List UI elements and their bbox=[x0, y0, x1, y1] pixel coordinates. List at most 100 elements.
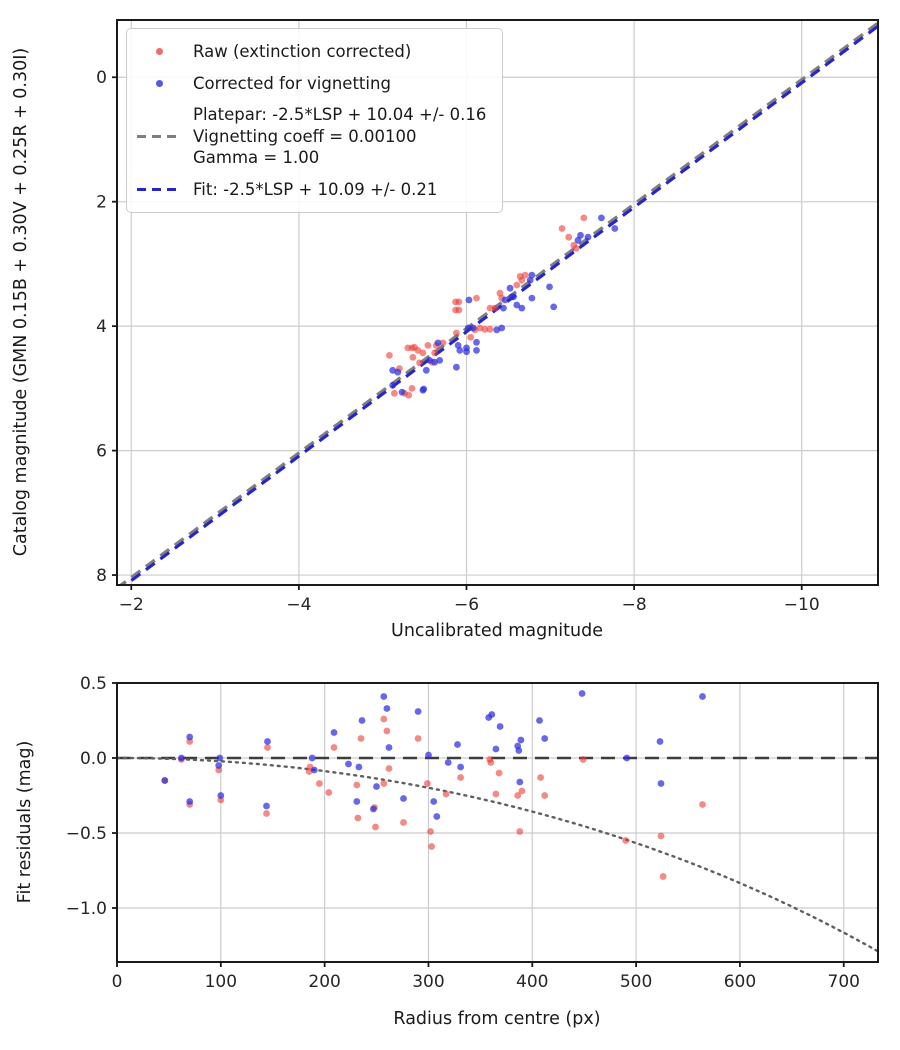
scatter-point-corrected bbox=[528, 271, 536, 279]
scatter-point-raw bbox=[455, 298, 463, 306]
residual-point-raw bbox=[657, 832, 665, 840]
scatter-point-corrected bbox=[500, 304, 507, 312]
residual-point-corrected bbox=[310, 766, 318, 774]
legend-label-platepar-2: Vignetting coeff = 0.00100 bbox=[193, 126, 417, 146]
axes-spines bbox=[116, 19, 879, 586]
residual-point-corrected bbox=[383, 705, 391, 712]
legend-label-corrected: Corrected for vignetting bbox=[193, 73, 391, 93]
scatter-point-raw bbox=[391, 389, 398, 397]
tick-label: 4 bbox=[96, 317, 107, 337]
scatter-point-raw bbox=[416, 359, 423, 367]
residual-point-corrected bbox=[264, 738, 271, 745]
legend-entry-fit: Fit: -2.5*LSP + 10.09 +/- 0.21 bbox=[137, 174, 486, 206]
scatter-point-raw bbox=[513, 281, 521, 289]
scatter-point-corrected bbox=[598, 214, 605, 222]
scatter-point-corrected bbox=[456, 347, 464, 354]
scatter-point-raw bbox=[431, 349, 438, 357]
scatter-point-corrected bbox=[550, 303, 558, 311]
scatter-point-corrected bbox=[398, 388, 406, 396]
residual-point-corrected bbox=[623, 754, 631, 762]
tick-label: 0.0 bbox=[80, 749, 107, 769]
tick-label: −2 bbox=[119, 595, 144, 615]
residual-point-corrected bbox=[373, 783, 380, 790]
legend-label-fit: Fit: -2.5*LSP + 10.09 +/- 0.21 bbox=[193, 179, 438, 199]
residual-point-raw bbox=[383, 727, 391, 735]
legend-label-platepar-1: Platepar: -2.5*LSP + 10.04 +/- 0.16 bbox=[193, 105, 487, 124]
scatter-point-corrected bbox=[464, 324, 472, 332]
residual-point-corrected bbox=[515, 747, 523, 754]
scatter-point-corrected bbox=[513, 301, 521, 309]
residual-point-corrected bbox=[457, 763, 464, 771]
residual-point-corrected bbox=[370, 805, 377, 813]
tick-label: 200 bbox=[308, 972, 340, 992]
residual-point-corrected bbox=[216, 754, 224, 762]
residual-point-corrected bbox=[355, 763, 363, 771]
scatter-point-raw bbox=[405, 391, 413, 399]
scatter-point-raw bbox=[491, 304, 499, 312]
scatter-point-corrected bbox=[473, 347, 480, 354]
scatter-point-corrected bbox=[469, 324, 477, 332]
residual-point-raw bbox=[518, 787, 526, 795]
residual-point-corrected bbox=[380, 693, 388, 700]
scatter-point-corrected bbox=[506, 284, 514, 292]
residual-point-corrected bbox=[330, 729, 338, 736]
residual-point-raw bbox=[622, 837, 630, 844]
residual-point-corrected bbox=[186, 798, 194, 805]
residual-point-corrected bbox=[578, 690, 586, 697]
tick-label: 100 bbox=[205, 972, 237, 992]
scatter-point-raw bbox=[439, 339, 447, 347]
residual-point-raw bbox=[385, 765, 393, 772]
scatter-point-corrected bbox=[420, 385, 428, 393]
tick-label: 6 bbox=[96, 442, 107, 462]
residual-point-raw bbox=[514, 792, 522, 799]
residual-point-corrected bbox=[496, 723, 504, 730]
residual-point-corrected bbox=[186, 733, 194, 741]
residual-point-corrected bbox=[358, 717, 366, 724]
scatter-point-raw bbox=[409, 353, 417, 361]
scatter-point-corrected bbox=[518, 304, 526, 312]
scatter-point-raw bbox=[486, 304, 494, 312]
scatter-point-corrected bbox=[434, 339, 442, 347]
plot-content bbox=[118, 21, 878, 585]
scatter-point-corrected bbox=[463, 348, 470, 356]
scatter-point-raw bbox=[558, 225, 566, 232]
scatter-point-corrected bbox=[389, 381, 397, 389]
residual-point-corrected bbox=[217, 792, 225, 799]
gray-dashed-line-icon bbox=[137, 134, 181, 138]
scatter-point-corrected bbox=[584, 233, 592, 241]
scatter-point-corrected bbox=[501, 296, 509, 304]
residual-point-corrected bbox=[425, 751, 432, 759]
residual-point-corrected bbox=[656, 738, 664, 745]
plot-content bbox=[117, 690, 878, 952]
scatter-point-corrected bbox=[436, 357, 444, 364]
residual-point-corrected bbox=[699, 693, 706, 700]
bottom-plot: 0 100 200 300 400 500 600 700 0.5 0.0 −0.5 −1.0 bbox=[66, 674, 879, 992]
residual-point-raw bbox=[380, 715, 388, 723]
residual-point-corrected bbox=[433, 813, 441, 820]
residual-point-corrected bbox=[263, 802, 270, 810]
scatter-point-raw bbox=[518, 276, 526, 284]
residual-point-raw bbox=[357, 735, 365, 742]
scatter-point-raw bbox=[455, 306, 463, 314]
residual-point-raw bbox=[428, 843, 435, 850]
residual-point-corrected bbox=[536, 717, 543, 724]
residual-point-raw bbox=[495, 769, 503, 777]
platepar-line bbox=[118, 21, 878, 585]
residual-point-corrected bbox=[492, 745, 500, 753]
residual-point-raw bbox=[354, 814, 362, 822]
residual-point-corrected bbox=[215, 762, 223, 769]
residual-point-raw bbox=[316, 780, 323, 787]
residual-point-corrected bbox=[385, 744, 393, 751]
scatter-point-raw bbox=[473, 294, 480, 302]
residual-point-raw bbox=[487, 759, 495, 766]
tick-label: −0.5 bbox=[66, 824, 107, 844]
vignetting-curve bbox=[117, 756, 878, 952]
residual-point-corrected bbox=[345, 760, 352, 768]
legend-entry-platepar: Platepar: -2.5*LSP + 10.04 +/- 0.16 Vign… bbox=[137, 99, 486, 174]
residual-point-corrected bbox=[353, 798, 361, 805]
scatter-point-corrected bbox=[508, 293, 516, 301]
scatter-point-corrected bbox=[422, 366, 430, 374]
tick-label: 2 bbox=[96, 193, 107, 213]
residual-point-raw bbox=[424, 780, 431, 787]
tick-label: 300 bbox=[412, 972, 444, 992]
